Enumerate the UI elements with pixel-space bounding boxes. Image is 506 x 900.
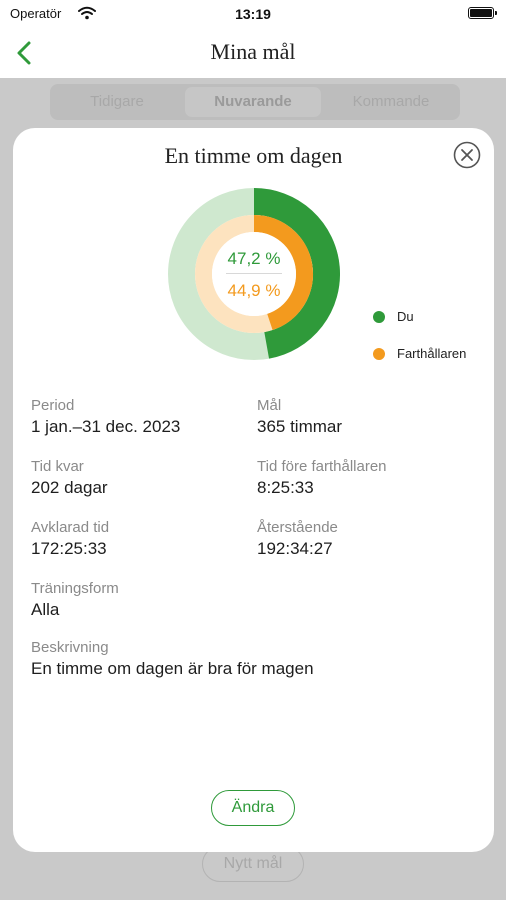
training-type-label: Träningsform [31,580,119,597]
segment-current[interactable]: Nuvarande [185,87,321,117]
ring-progress-pacer [253,215,313,330]
you-percent-label: 47,2 % [227,249,281,268]
completed-label: Avklarad tid [31,519,110,536]
remaining-value: 192:34:27 [257,539,333,558]
battery-icon [468,7,497,19]
segmented-control: Tidigare Nuvarande Kommande [50,84,460,120]
percent-divider [226,273,282,274]
remaining-field: Återstående 192:34:27 [257,518,477,560]
segment-upcoming[interactable]: Kommande [352,93,430,110]
ahead-of-pacer-value: 8:25:33 [257,478,314,497]
legend-dot-pacer [373,348,385,360]
nav-bar: Mina mål [0,28,506,78]
goal-field: Mål 365 timmar [257,396,477,438]
legend-dot-you [373,311,385,323]
pacer-percent-label: 44,9 % [227,281,281,300]
training-type-field: Träningsform Alla [31,579,251,621]
goal-detail-modal: En timme om dagen 47,2 % 44,9 % Du Farth… [13,128,494,852]
progress-donut-chart [168,188,340,360]
status-time: 13:19 [235,6,271,22]
description-label: Beskrivning [31,639,109,656]
back-chevron-icon[interactable] [12,38,38,68]
ring-progress-you [253,188,340,359]
goal-label: Mål [257,397,282,414]
remaining-label: Återstående [257,519,338,536]
ahead-of-pacer-label: Tid före farthållaren [257,458,387,475]
completed-field: Avklarad tid 172:25:33 [31,518,251,560]
time-left-label: Tid kvar [31,458,84,475]
segment-previous[interactable]: Tidigare [90,93,144,110]
period-label: Period [31,397,75,414]
goal-value: 365 timmar [257,417,343,436]
wifi-icon [78,6,96,20]
time-left-field: Tid kvar 202 dagar [31,457,251,499]
completed-value: 172:25:33 [31,539,107,558]
period-field: Period 1 jan.–31 dec. 2023 [31,396,251,438]
ahead-of-pacer-field: Tid före farthållaren 8:25:33 [257,457,477,499]
donut-center [212,232,296,316]
legend-label-you: Du [397,309,414,324]
period-value: 1 jan.–31 dec. 2023 [31,417,181,436]
legend-label-pacer: Farthållaren [397,346,467,361]
page-title: Mina mål [210,39,296,64]
close-icon[interactable] [453,141,481,169]
time-left-value: 202 dagar [31,478,108,497]
training-type-value: Alla [31,600,60,619]
status-bar: Operatör 13:19 [0,0,506,28]
carrier-label: Operatör [10,6,62,21]
edit-goal-button[interactable]: Ändra [211,790,295,826]
modal-title: En timme om dagen [164,143,343,168]
description-value: En timme om dagen är bra för magen [31,659,314,678]
description-field: Beskrivning En timme om dagen är bra för… [31,638,471,680]
